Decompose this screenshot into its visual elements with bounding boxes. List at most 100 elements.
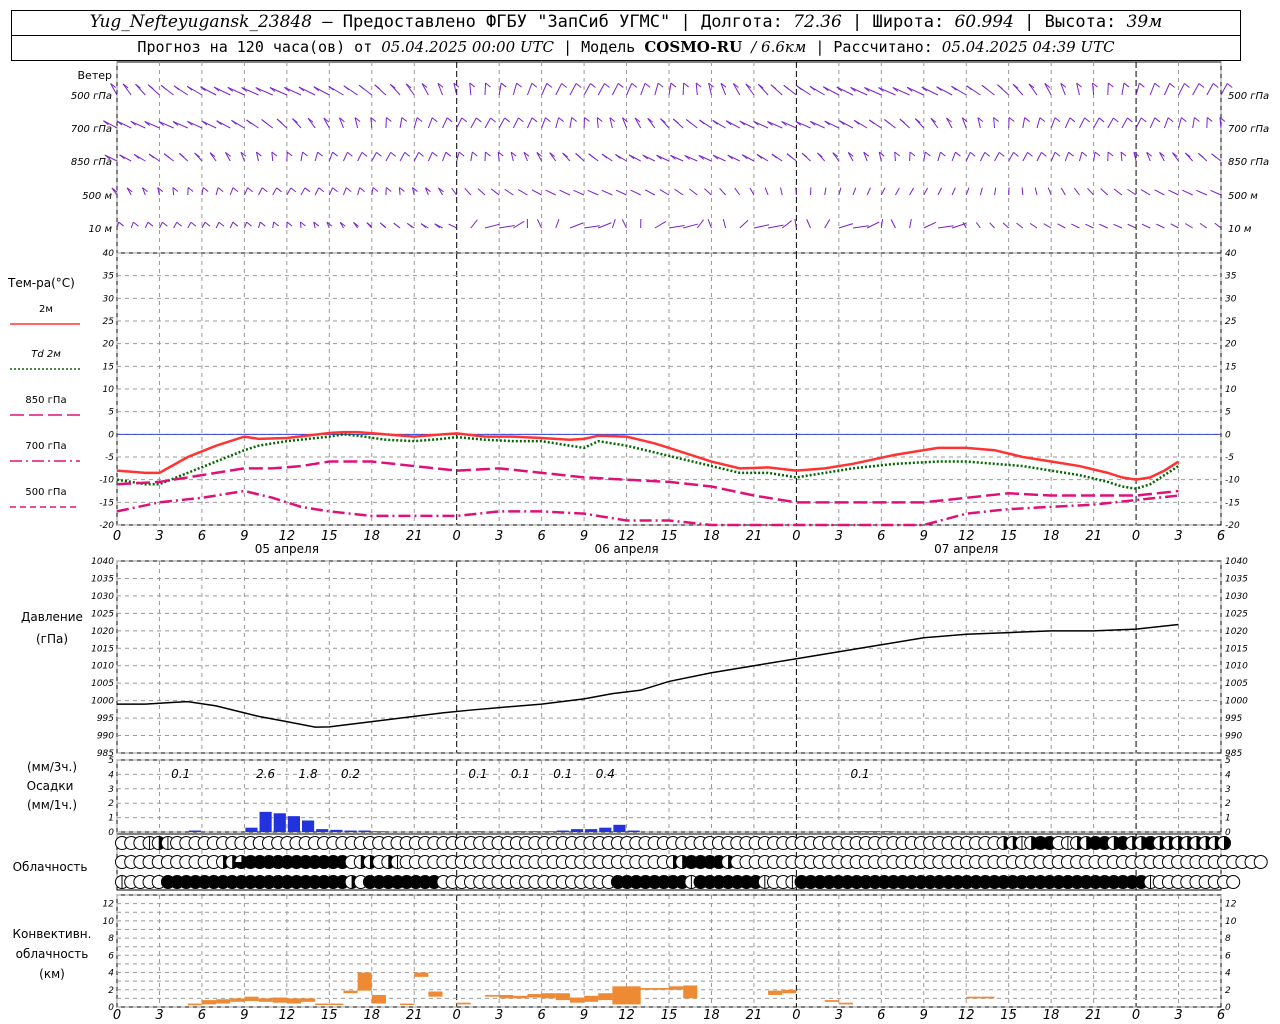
- wind-barb: [1028, 83, 1038, 96]
- wind-barb-flag: [1098, 117, 1105, 123]
- wind-barb-flag: [562, 152, 568, 158]
- wind-barb: [1047, 187, 1052, 196]
- precip-bar: [613, 824, 626, 832]
- wind-barb-flag: [290, 187, 297, 193]
- wind-barb: [1127, 223, 1137, 229]
- y-tick-label: 985: [1225, 749, 1242, 759]
- wind-barb-flag: [969, 151, 976, 157]
- conv-bar: [683, 985, 698, 999]
- wind-barb: [644, 189, 656, 196]
- wind-barb-flag: [909, 151, 916, 157]
- x-tick-label: 6: [537, 1008, 545, 1023]
- wind-barb: [1135, 83, 1140, 96]
- lon-label: Долгота:: [701, 12, 783, 32]
- wind-barb-flag: [412, 187, 418, 192]
- wind-barb: [298, 86, 316, 96]
- wind-barb: [596, 117, 599, 129]
- y-tick-label: 8: [1225, 934, 1231, 944]
- temp-series-line: [116, 460, 1179, 504]
- wind-barb: [215, 221, 220, 229]
- wind-barb: [1127, 188, 1137, 196]
- wind-barb: [1057, 223, 1066, 229]
- alt-value: 39м: [1126, 12, 1163, 32]
- provider: – Предоставлено ФГБУ "ЗапСиб УГМС": [322, 12, 671, 32]
- wind-barb-flag: [672, 118, 679, 124]
- x-tick-label: 21: [406, 1008, 423, 1023]
- y-tick-label: -20: [99, 521, 114, 531]
- wind-barb: [1008, 152, 1014, 162]
- y-tick-label: 1: [1225, 814, 1231, 824]
- wind-barb-flag: [497, 151, 504, 157]
- wind-barb-flag: [558, 117, 564, 123]
- wind-barb-flag: [261, 187, 268, 193]
- wind-barb-flag: [286, 151, 293, 157]
- wind-barb-flag: [300, 221, 306, 227]
- wind-barb: [141, 187, 146, 196]
- wind-barb: [271, 151, 274, 162]
- conv-bar: [584, 995, 599, 1002]
- wind-barb: [698, 154, 712, 162]
- wind-barb: [1029, 222, 1038, 229]
- wind-barb-flag: [757, 83, 764, 89]
- conv-bar: [357, 972, 372, 991]
- wind-barb-flag: [684, 155, 690, 160]
- wind-barb: [975, 222, 981, 229]
- wind-barb-flag: [490, 117, 496, 123]
- conv-bar: [230, 998, 245, 1002]
- wind-level-label: 850 гПа: [1228, 157, 1269, 168]
- wind-barb-flag: [1154, 117, 1161, 123]
- y-tick-label: -20: [1225, 521, 1240, 531]
- wind-barb-flag: [516, 82, 522, 88]
- wind-barb-flag: [259, 221, 266, 227]
- conv-title: Конвективн.: [13, 927, 92, 941]
- wind-barb: [555, 83, 563, 96]
- wind-barb: [371, 152, 377, 162]
- wind-barb: [720, 83, 727, 96]
- y-tick-label: 1: [108, 814, 114, 824]
- wind-barb: [144, 120, 160, 129]
- wind-barb: [1141, 223, 1151, 229]
- wind-barb: [484, 117, 492, 129]
- wind-barb-flag: [158, 121, 165, 126]
- wind-barb: [647, 117, 656, 129]
- wind-barb: [1210, 189, 1222, 196]
- y-tick-label: 10: [1225, 917, 1237, 927]
- wind-barb: [300, 187, 306, 196]
- wind-barb-flag: [122, 83, 129, 89]
- wind-barb-flag: [217, 187, 224, 192]
- x-tick-label: 21: [1085, 529, 1102, 544]
- wind-barb-flag: [531, 117, 538, 123]
- wind-barb: [656, 154, 670, 162]
- wind-barb: [130, 221, 134, 229]
- x-tick-label: 9: [240, 1008, 248, 1023]
- x-tick-label: 0: [792, 529, 800, 544]
- y-tick-label: 2: [108, 986, 114, 996]
- wind-barb: [890, 219, 896, 229]
- wind-barb: [215, 187, 219, 196]
- wind-barb: [110, 83, 118, 96]
- model-label: Модель: [581, 38, 636, 56]
- x-tick-label: 15: [1000, 1008, 1017, 1023]
- wind-barb-flag: [276, 118, 283, 124]
- y-tick-label: 0: [1225, 1003, 1231, 1013]
- wind-barb: [484, 223, 500, 229]
- y-tick-label: 990: [97, 732, 114, 742]
- wind-barb: [497, 151, 500, 162]
- wind-barb: [923, 187, 929, 196]
- wind-barb-flag: [323, 117, 330, 123]
- x-tick-label: 18: [1043, 529, 1060, 544]
- wind-barb-flag: [1039, 117, 1046, 123]
- x-tick-label: 21: [1085, 1008, 1102, 1023]
- wind-level-label: 10 м: [1228, 224, 1252, 235]
- wind-barb: [946, 117, 953, 129]
- wind-barb-flag: [163, 153, 170, 159]
- conv-bar: [768, 990, 783, 995]
- wind-barb-flag: [571, 117, 577, 122]
- y-tick-label: 995: [97, 714, 114, 724]
- x-tick-label: 3: [495, 1008, 503, 1023]
- conv-bar: [980, 996, 995, 999]
- wind-barb: [469, 82, 472, 96]
- y-tick-label: 1025: [91, 609, 114, 619]
- wind-barb: [456, 117, 463, 129]
- wind-barb: [1159, 152, 1165, 162]
